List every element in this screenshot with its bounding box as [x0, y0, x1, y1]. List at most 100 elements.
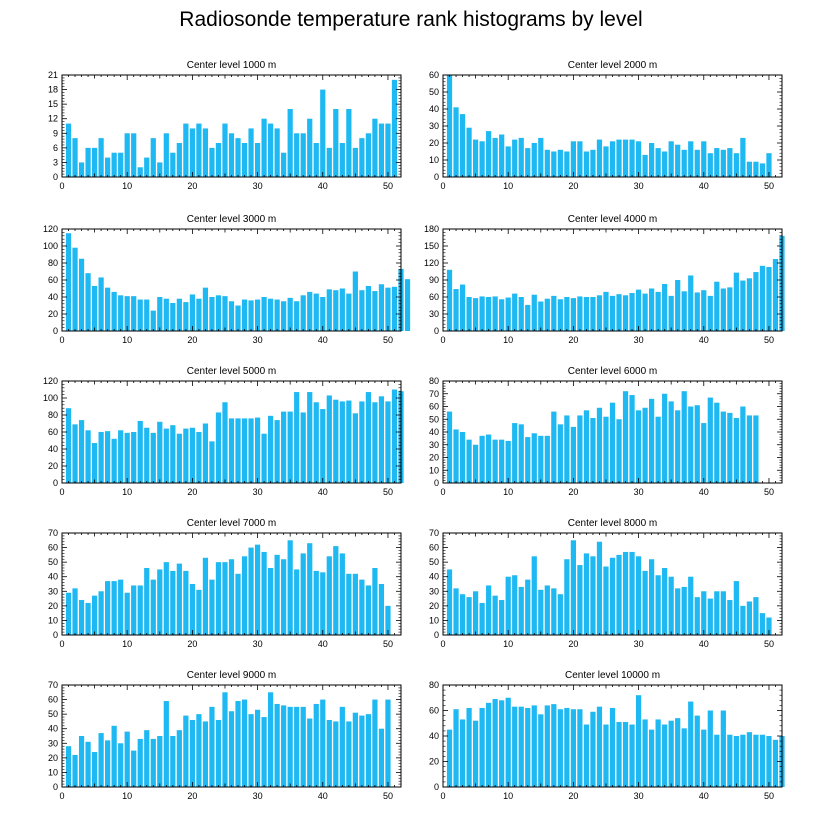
histogram-bar — [248, 418, 254, 483]
histogram-bar — [196, 714, 202, 787]
histogram-bar — [570, 426, 576, 483]
y-tick-label: 80 — [429, 376, 439, 386]
histogram-bar — [642, 293, 648, 331]
histogram-bar — [596, 541, 603, 635]
histogram-bar — [538, 435, 544, 483]
histogram-bar — [333, 109, 339, 177]
histogram-bar — [268, 692, 274, 787]
histogram-panel-10: Center level 10000 m 0 10 20 30 40 50 0 20 40 60 80 — [429, 670, 785, 801]
histogram-bar — [583, 553, 590, 635]
y-tick-label: 60 — [48, 695, 58, 705]
histogram-bar — [538, 137, 544, 177]
histogram-bar — [228, 133, 235, 177]
histogram-bar — [720, 288, 726, 331]
histogram-bar — [98, 591, 104, 635]
histogram-bar — [635, 410, 642, 483]
y-tick-label: 10 — [429, 155, 439, 165]
x-tick-label: 40 — [318, 181, 328, 191]
histogram-bar — [492, 595, 498, 635]
y-tick-label: 180 — [424, 224, 439, 234]
histogram-bar — [544, 435, 550, 483]
y-tick-label: 60 — [429, 292, 439, 302]
histogram-bar — [254, 299, 261, 331]
y-tick-label: 0 — [434, 630, 439, 640]
histogram-bar — [137, 585, 143, 635]
histogram-bar — [577, 141, 583, 177]
histogram-bar — [740, 280, 746, 331]
x-tick-label: 0 — [440, 181, 445, 191]
histogram-bar — [662, 151, 668, 177]
histogram-bar — [281, 705, 287, 787]
histogram-bar — [124, 133, 130, 177]
histogram-bar — [196, 432, 202, 483]
histogram-bar — [268, 415, 274, 483]
histogram-bar — [150, 579, 156, 635]
histogram-bar — [176, 730, 182, 787]
histogram-bar — [499, 134, 505, 177]
histogram-bar — [320, 572, 326, 635]
histogram-bar — [662, 393, 668, 483]
x-tick-label: 10 — [122, 639, 132, 649]
histogram-bar — [570, 141, 576, 177]
histogram-bar — [287, 411, 293, 483]
histogram-bar — [359, 579, 365, 635]
histogram-bar — [131, 432, 137, 483]
panel-title: Center level 5000 m — [187, 366, 277, 377]
histogram-bar — [235, 701, 241, 787]
y-tick-label: 120 — [43, 376, 58, 386]
histogram-bar — [85, 147, 91, 177]
histogram-bar — [551, 295, 557, 331]
histogram-bar — [512, 706, 518, 787]
histogram-bar — [307, 392, 313, 483]
histogram-bar — [72, 138, 78, 177]
x-tick-label: 20 — [187, 181, 197, 191]
histogram-bar — [681, 391, 687, 483]
histogram-bar — [274, 703, 280, 787]
histogram-bar — [118, 152, 124, 177]
histogram-bar — [144, 157, 150, 177]
histogram-bar — [144, 730, 150, 787]
histogram-bar — [479, 296, 485, 331]
y-tick-label: 50 — [48, 557, 58, 567]
y-tick-label: 0 — [53, 326, 58, 336]
histogram-bar — [385, 123, 391, 177]
histogram-bar — [228, 418, 235, 483]
histogram-bar — [766, 266, 772, 331]
histogram-bar — [557, 424, 563, 483]
histogram-bar — [261, 297, 267, 331]
histogram-bar — [525, 148, 531, 177]
y-tick-label: 0 — [53, 782, 58, 792]
histogram-bar — [466, 439, 472, 483]
histogram-bar — [365, 392, 372, 483]
histogram-bar — [170, 152, 176, 177]
histogram-bar — [681, 149, 687, 177]
x-tick-label: 10 — [122, 181, 132, 191]
histogram-bar — [733, 736, 739, 787]
histogram-bar — [189, 584, 195, 635]
x-tick-label: 20 — [187, 487, 197, 497]
histogram-bar — [346, 293, 352, 331]
y-tick-label: 12 — [48, 114, 58, 124]
histogram-bar — [746, 732, 753, 787]
x-tick-label: 0 — [59, 487, 64, 497]
histogram-bar — [629, 139, 635, 177]
y-tick-label: 30 — [48, 586, 58, 596]
histogram-bar — [118, 579, 124, 635]
histogram-bar — [655, 719, 661, 787]
histogram-bar — [446, 729, 453, 787]
histogram-bar — [215, 143, 222, 177]
histogram-bar — [753, 161, 759, 177]
histogram-bar — [352, 573, 358, 635]
histogram-bar — [557, 594, 563, 635]
histogram-bar — [707, 710, 713, 787]
histogram-bar — [209, 579, 215, 635]
y-tick-label: 20 — [429, 138, 439, 148]
histogram-bar — [486, 702, 492, 787]
histogram-bar — [72, 588, 78, 635]
histogram-bar — [655, 291, 661, 331]
histogram-bar — [163, 133, 169, 177]
histogram-bar — [72, 424, 78, 483]
histogram-bar — [668, 141, 674, 177]
y-tick-label: 3 — [53, 157, 58, 167]
histogram-bar — [492, 699, 498, 787]
